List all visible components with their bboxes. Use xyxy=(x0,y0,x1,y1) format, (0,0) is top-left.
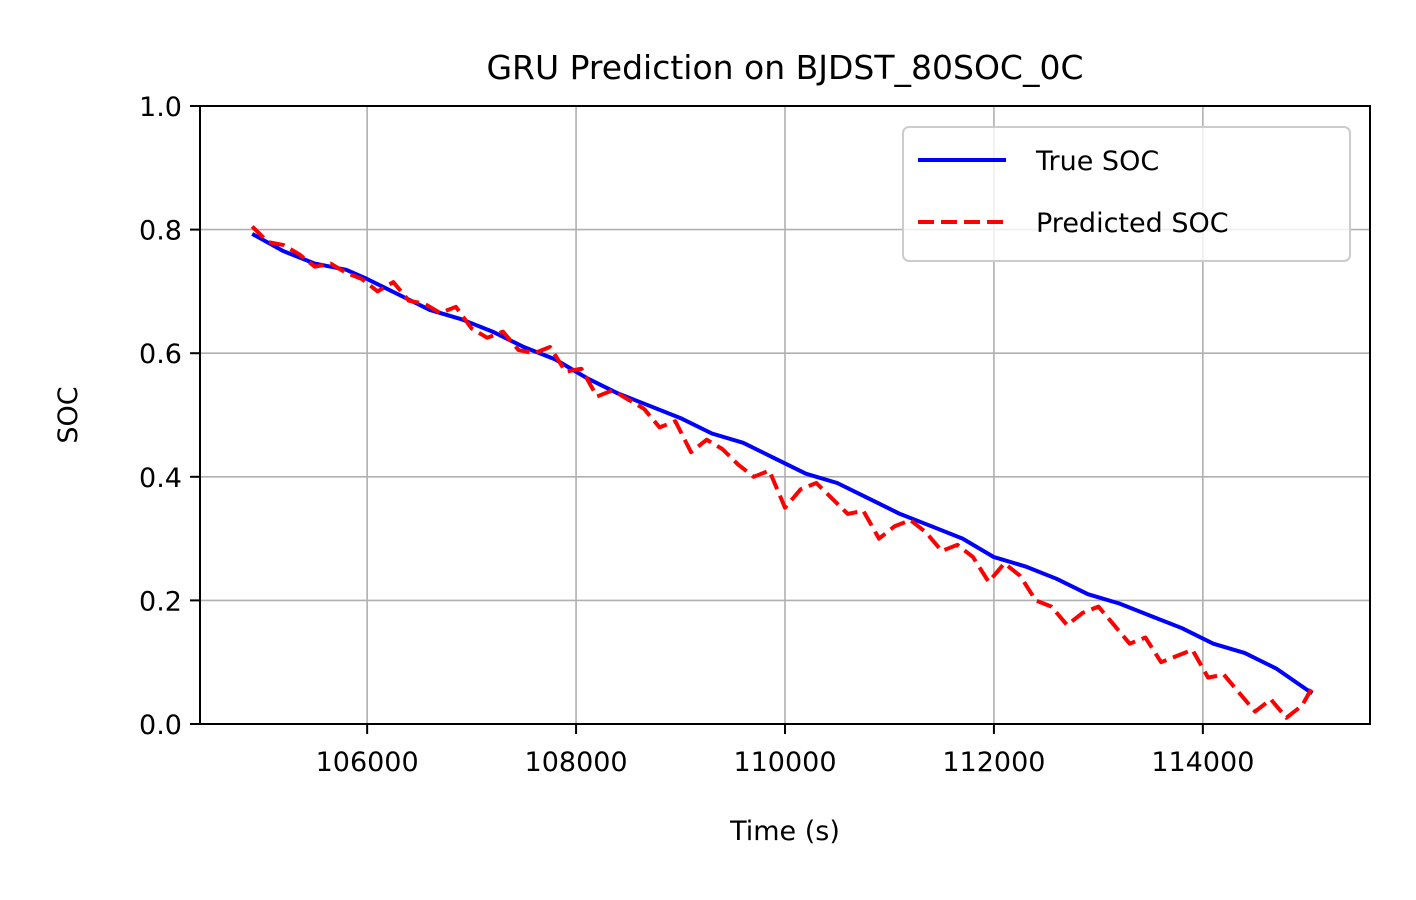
x-tick-label: 106000 xyxy=(316,747,419,778)
y-tick-label: 1.0 xyxy=(139,92,182,123)
x-tick-label: 108000 xyxy=(525,747,628,778)
y-tick-label: 0.0 xyxy=(139,710,182,741)
axis-ticks: 106000 108000 110000 112000 114000 0.0 0.2 0.4 0… xyxy=(139,92,1254,778)
series-true-soc-line xyxy=(251,232,1314,695)
y-tick-label: 0.8 xyxy=(139,216,182,247)
x-axis-label: Time (s) xyxy=(729,816,840,847)
legend-label-predicted-soc: Predicted SOC xyxy=(1036,208,1229,239)
legend-frame xyxy=(902,126,1351,262)
y-tick-label: 0.6 xyxy=(139,339,182,370)
series-predicted-soc-line xyxy=(250,225,1315,720)
chart-title: GRU Prediction on BJDST_80SOC_0C xyxy=(486,48,1083,87)
series-layer xyxy=(250,225,1315,720)
y-tick-label: 0.4 xyxy=(139,463,182,494)
y-axis-label: SOC xyxy=(53,386,84,443)
x-tick-label: 112000 xyxy=(942,747,1045,778)
y-tick-label: 0.2 xyxy=(139,586,182,617)
legend-label-true-soc: True SOC xyxy=(1035,146,1159,177)
legend: True SOC Predicted SOC xyxy=(902,126,1351,262)
x-tick-label: 110000 xyxy=(733,747,836,778)
x-tick-label: 114000 xyxy=(1151,747,1254,778)
